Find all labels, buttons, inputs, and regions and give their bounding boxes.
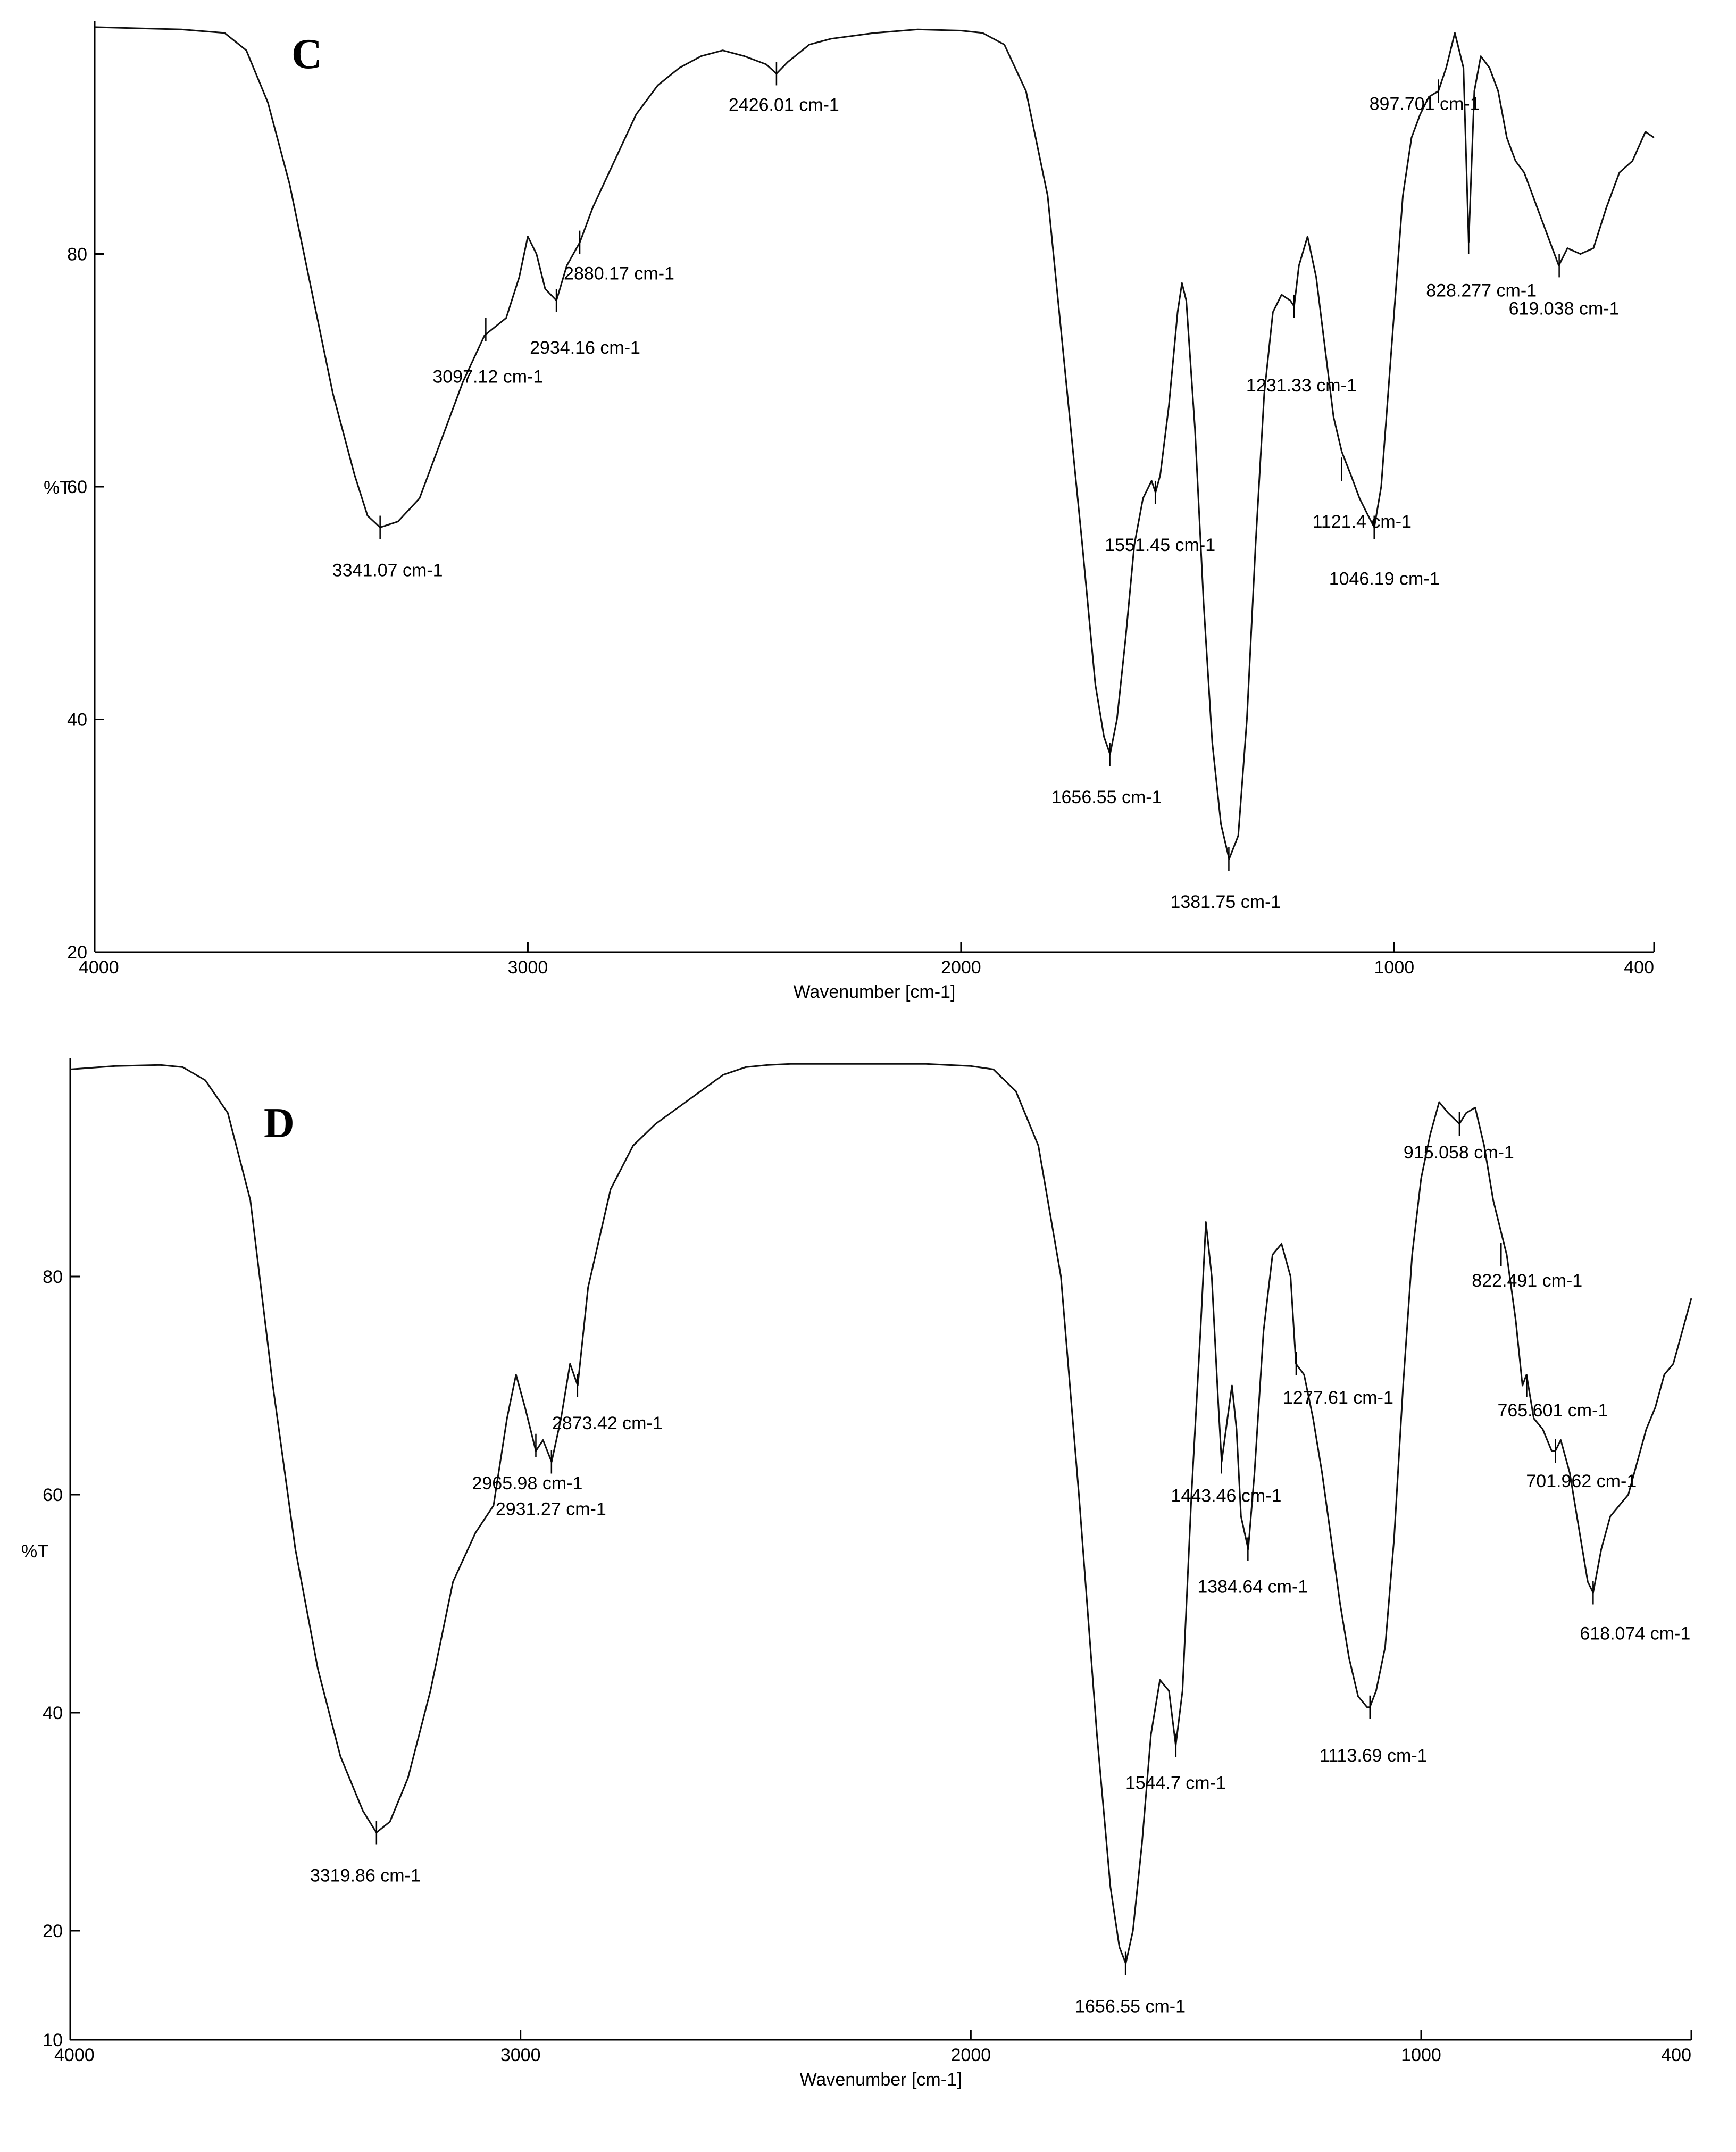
- x-tick-label: 1000: [1401, 2045, 1441, 2065]
- peak-label: 2873.42 cm-1: [552, 1413, 663, 1433]
- peak-label: 2426.01 cm-1: [729, 95, 839, 115]
- peak-label: 701.962 cm-1: [1526, 1471, 1637, 1491]
- peak-label: 2934.16 cm-1: [530, 338, 640, 358]
- peak-label: 1656.55 cm-1: [1051, 787, 1162, 807]
- peak-label: 1443.46 cm-1: [1171, 1486, 1282, 1506]
- y-tick-label: 40: [43, 1703, 63, 1723]
- peak-label: 822.491 cm-1: [1472, 1271, 1582, 1291]
- peak-label: 1277.61 cm-1: [1283, 1388, 1393, 1408]
- chart-panel-d: 4000 3000 2000 1000 400 10 20 40 60 80 Wavenumber …: [21, 1058, 1692, 2090]
- x-tick-label: 2000: [941, 957, 981, 978]
- peak-label: 3319.86 cm-1: [310, 1866, 421, 1886]
- y-tick-label: 60: [67, 477, 87, 497]
- x-tick-label: 400: [1661, 2045, 1691, 2065]
- peak-label: 2880.17 cm-1: [564, 264, 674, 284]
- y-tick-label: 80: [43, 1267, 63, 1287]
- peak-label: 2965.98 cm-1: [472, 1473, 582, 1494]
- peak-label: 1544.7 cm-1: [1125, 1773, 1226, 1794]
- x-axis-title: Wavenumber [cm-1]: [794, 982, 956, 1002]
- x-tick-label: 4000: [54, 2045, 95, 2065]
- peak-label: 765.601 cm-1: [1497, 1400, 1608, 1421]
- peak-label: 915.058 cm-1: [1404, 1142, 1514, 1163]
- peak-label: 1113.69 cm-1: [1320, 1746, 1428, 1766]
- spectrum-line: [94, 26, 1655, 860]
- panel-letter: C: [291, 31, 322, 78]
- x-tick-label: 2000: [951, 2045, 991, 2065]
- y-tick-label: 60: [43, 1485, 63, 1505]
- y-axis-title: %T: [44, 478, 71, 498]
- peak-label: 1656.55 cm-1: [1075, 1997, 1186, 2017]
- peak-label: 897.701 cm-1: [1370, 94, 1480, 114]
- peak-label: 1384.64 cm-1: [1197, 1577, 1308, 1597]
- panel-letter: D: [264, 1100, 295, 1147]
- peak-label: 1046.19 cm-1: [1329, 569, 1440, 589]
- peak-label: 1121.4 cm-1: [1312, 512, 1411, 532]
- x-tick-label: 3000: [500, 2045, 541, 2065]
- x-tick-label: 1000: [1374, 957, 1415, 978]
- y-tick-label: 80: [67, 245, 87, 265]
- peak-label: 3341.07 cm-1: [332, 561, 443, 581]
- x-axis-title: Wavenumber [cm-1]: [800, 2070, 962, 2090]
- y-tick-label: 20: [67, 942, 87, 963]
- peak-label: 1551.45 cm-1: [1105, 535, 1215, 555]
- x-tick-label: 400: [1624, 957, 1654, 978]
- peak-label: 3097.12 cm-1: [432, 367, 543, 387]
- peak-label: 1381.75 cm-1: [1170, 892, 1281, 912]
- y-axis-title: %T: [21, 1541, 48, 1562]
- x-tick-label: 4000: [79, 957, 119, 978]
- peak-label: 828.277 cm-1: [1426, 281, 1537, 301]
- y-tick-label: 40: [67, 710, 87, 730]
- peak-label: 618.074 cm-1: [1580, 1624, 1690, 1644]
- peak-label: 1231.33 cm-1: [1246, 376, 1357, 396]
- peak-label: 2931.27 cm-1: [496, 1499, 606, 1520]
- chart-panel-c: 4000 3000 2000 1000 400 20 40 60 80 Wavenumber [c…: [44, 21, 1655, 1002]
- spectrum-line: [70, 1063, 1692, 1964]
- y-tick-label: 10: [43, 2030, 63, 2050]
- x-tick-label: 3000: [508, 957, 548, 978]
- y-tick-label: 20: [43, 1921, 63, 1941]
- peak-label: 619.038 cm-1: [1509, 298, 1620, 319]
